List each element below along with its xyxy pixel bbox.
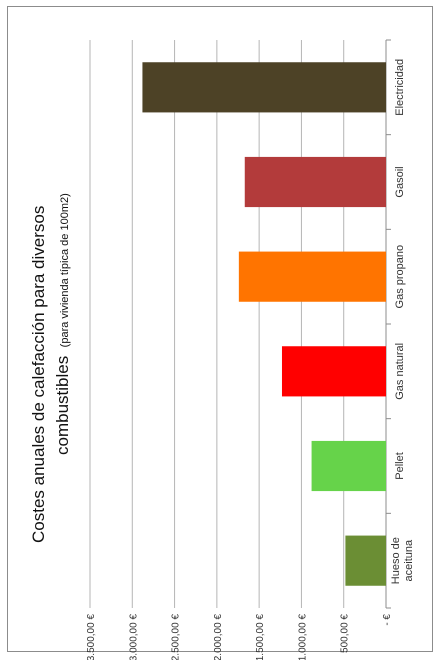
tick-label: - € (382, 614, 393, 626)
bar-gas-natural (281, 346, 386, 397)
tick-label: 1.500,00 € (255, 614, 266, 660)
category-label: Pellet (394, 452, 406, 480)
bar-hueso-de-aceituna (345, 535, 386, 586)
tick-label: 500,00 € (340, 614, 351, 653)
tick-label: 2.500,00 € (171, 614, 182, 660)
tick-label: 1.000,00 € (297, 614, 308, 660)
tick-label: 3.500,00 € (86, 614, 97, 660)
chart-title-line2-text: combustibles (53, 356, 72, 455)
category-label: Gasoil (394, 166, 406, 197)
chart-subtitle: (para vivienda típica de 100m2) (59, 193, 71, 347)
category-label: Gas propano (394, 245, 406, 309)
category-label: Gas natural (394, 343, 406, 400)
bar-layer (142, 62, 386, 586)
chart-title-line2: combustibles (para vivienda típica de 10… (53, 193, 72, 455)
grid-layer (89, 39, 391, 609)
category-label: Electricidad (394, 59, 406, 116)
category-label: Hueso deaceituna (390, 537, 415, 584)
bar-gas-propano (238, 251, 386, 302)
tick-label: 2.000,00 € (213, 614, 224, 660)
bar-pellet (311, 440, 386, 492)
chart-title: Costes anuales de calefacción para diver… (29, 206, 48, 543)
tick-label: 3.000,00 € (128, 614, 139, 660)
tick-layer: - € 500,00 € 1.000,00 € 1.500,00 € 2.000,00 … (86, 614, 393, 660)
bar-electricidad (142, 62, 386, 113)
category-layer: Hueso deaceituna Pellet Gas natural Gas pro… (390, 59, 415, 584)
title-layer: Costes anuales de calefacción para diver… (29, 193, 72, 543)
bar-gasoil (244, 156, 386, 208)
